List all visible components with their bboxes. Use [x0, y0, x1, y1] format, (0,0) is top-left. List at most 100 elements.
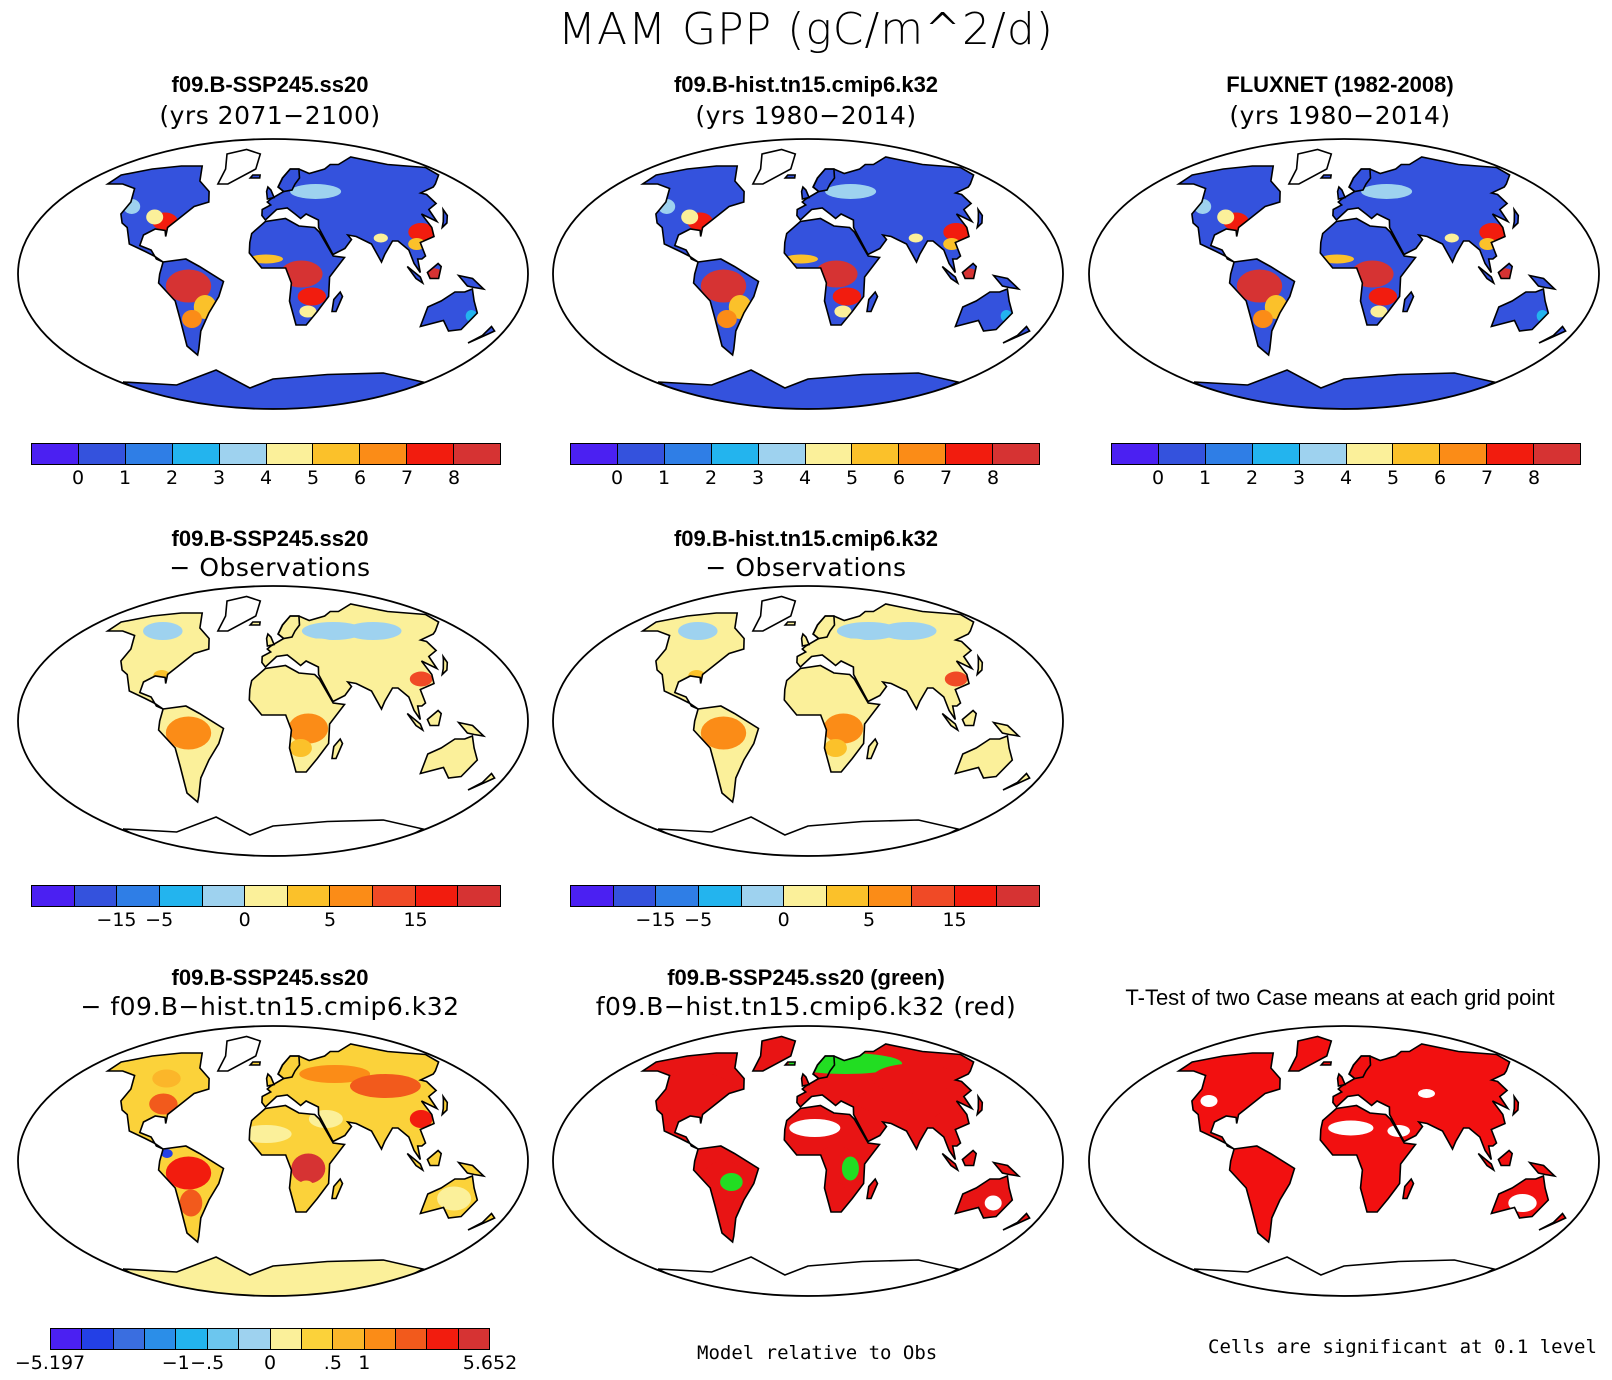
coastline — [419, 287, 479, 332]
coastline — [991, 1161, 1022, 1178]
colorbar-tick-label: 6 — [1433, 467, 1447, 489]
coastline — [157, 1145, 225, 1244]
colorbar-tick-label: 5.652 — [462, 1352, 518, 1374]
coastline — [122, 1256, 426, 1296]
land-scandinavia — [1349, 1056, 1371, 1079]
coastline — [440, 206, 449, 230]
colorbar-swatch — [1158, 444, 1206, 464]
land-antarctica — [658, 1257, 958, 1296]
colorbar-swatch — [51, 1329, 83, 1349]
colorbar-swatch — [266, 444, 314, 464]
map-border — [17, 585, 529, 857]
land-greenland — [217, 596, 261, 631]
field-region — [1320, 254, 1354, 264]
field-region — [1351, 260, 1394, 288]
field-region — [161, 1149, 173, 1158]
field-region — [789, 1119, 841, 1137]
field-region — [146, 209, 164, 225]
coastline — [265, 185, 276, 200]
coastline — [1477, 1152, 1496, 1173]
colorbar-swatch — [954, 886, 998, 906]
colorbar-tick-label: −5 — [145, 909, 174, 931]
map-panel-p6 — [17, 1025, 529, 1297]
colorbar-swatch — [176, 1329, 208, 1349]
coastline — [1319, 174, 1333, 179]
coastline — [1287, 1035, 1333, 1072]
map-border — [552, 1025, 1064, 1297]
field-region — [823, 713, 864, 744]
coastline — [812, 168, 836, 193]
coastline — [277, 1055, 301, 1080]
field-region — [834, 305, 852, 318]
field-region — [856, 1089, 919, 1113]
field-region — [717, 310, 737, 328]
colorbar-swatch — [373, 886, 416, 906]
land-borneo — [962, 710, 977, 726]
coastline — [248, 664, 346, 773]
colorbar-p3 — [1111, 443, 1581, 465]
field-region — [1236, 269, 1283, 303]
colorbar-tick-label: −15 — [635, 909, 676, 931]
coastline — [105, 612, 210, 710]
field-region — [1200, 1095, 1218, 1107]
colorbar-swatch — [330, 886, 374, 906]
coastline — [941, 712, 960, 733]
field-region — [1217, 209, 1235, 225]
coastline — [1490, 1174, 1550, 1219]
coastline — [265, 632, 276, 647]
coastline — [961, 262, 978, 280]
coastline — [1176, 1052, 1281, 1150]
colorbar-swatch — [1487, 444, 1535, 464]
coastline — [751, 595, 797, 632]
coastline — [1527, 1161, 1558, 1178]
coastline — [783, 1104, 881, 1213]
coastline — [157, 258, 225, 357]
colorbar-tick-label: 0 — [263, 1352, 277, 1374]
coastline — [783, 621, 797, 626]
field-region — [1328, 1120, 1374, 1136]
coastline — [216, 148, 262, 185]
coastline — [657, 1256, 961, 1296]
coastline — [1402, 1177, 1415, 1200]
map-panel-p1 — [17, 138, 529, 410]
coastline — [796, 603, 975, 720]
colorbar-tick-label: 7 — [1480, 467, 1494, 489]
land-borneo — [962, 1150, 977, 1166]
coastline — [419, 1174, 479, 1219]
land-australia — [420, 289, 478, 331]
coastline — [1319, 217, 1417, 326]
colorbar-swatch — [1534, 444, 1581, 464]
coastline — [406, 712, 425, 733]
colorbar-p4 — [31, 885, 501, 907]
colorbar-swatch — [758, 444, 806, 464]
colorbar-swatch — [427, 1329, 459, 1349]
colorbar-tick-label: 1 — [358, 1352, 371, 1374]
colorbar-swatch — [415, 886, 459, 906]
land-madagascar — [1403, 1179, 1414, 1199]
land-greenland — [217, 1036, 261, 1071]
colorbar-swatch — [360, 444, 408, 464]
land-madagascar — [1403, 292, 1414, 312]
land-madagascar — [867, 1179, 878, 1199]
colorbar-swatch — [458, 1329, 490, 1349]
coastline — [216, 1035, 262, 1072]
coastline — [456, 721, 487, 738]
coastline — [1193, 1256, 1497, 1296]
colorbar-tick-label: 0 — [71, 467, 85, 489]
map-border — [1088, 138, 1600, 410]
colorbar-swatch — [113, 1329, 146, 1349]
land-greenland — [752, 1036, 796, 1071]
field-region — [1361, 184, 1413, 199]
field-region — [152, 1069, 181, 1088]
land-scandinavia — [278, 1056, 300, 1079]
land-newguinea — [993, 1162, 1019, 1176]
field-region — [291, 1153, 326, 1184]
map-border — [1088, 1025, 1600, 1297]
coastline — [426, 262, 443, 280]
coastline — [1228, 258, 1296, 357]
land-greenland — [1288, 1036, 1332, 1071]
colorbar-swatch — [82, 1329, 114, 1349]
land-newguinea — [458, 722, 484, 736]
field-region — [984, 1195, 1002, 1211]
colorbar-p2 — [570, 443, 1040, 465]
